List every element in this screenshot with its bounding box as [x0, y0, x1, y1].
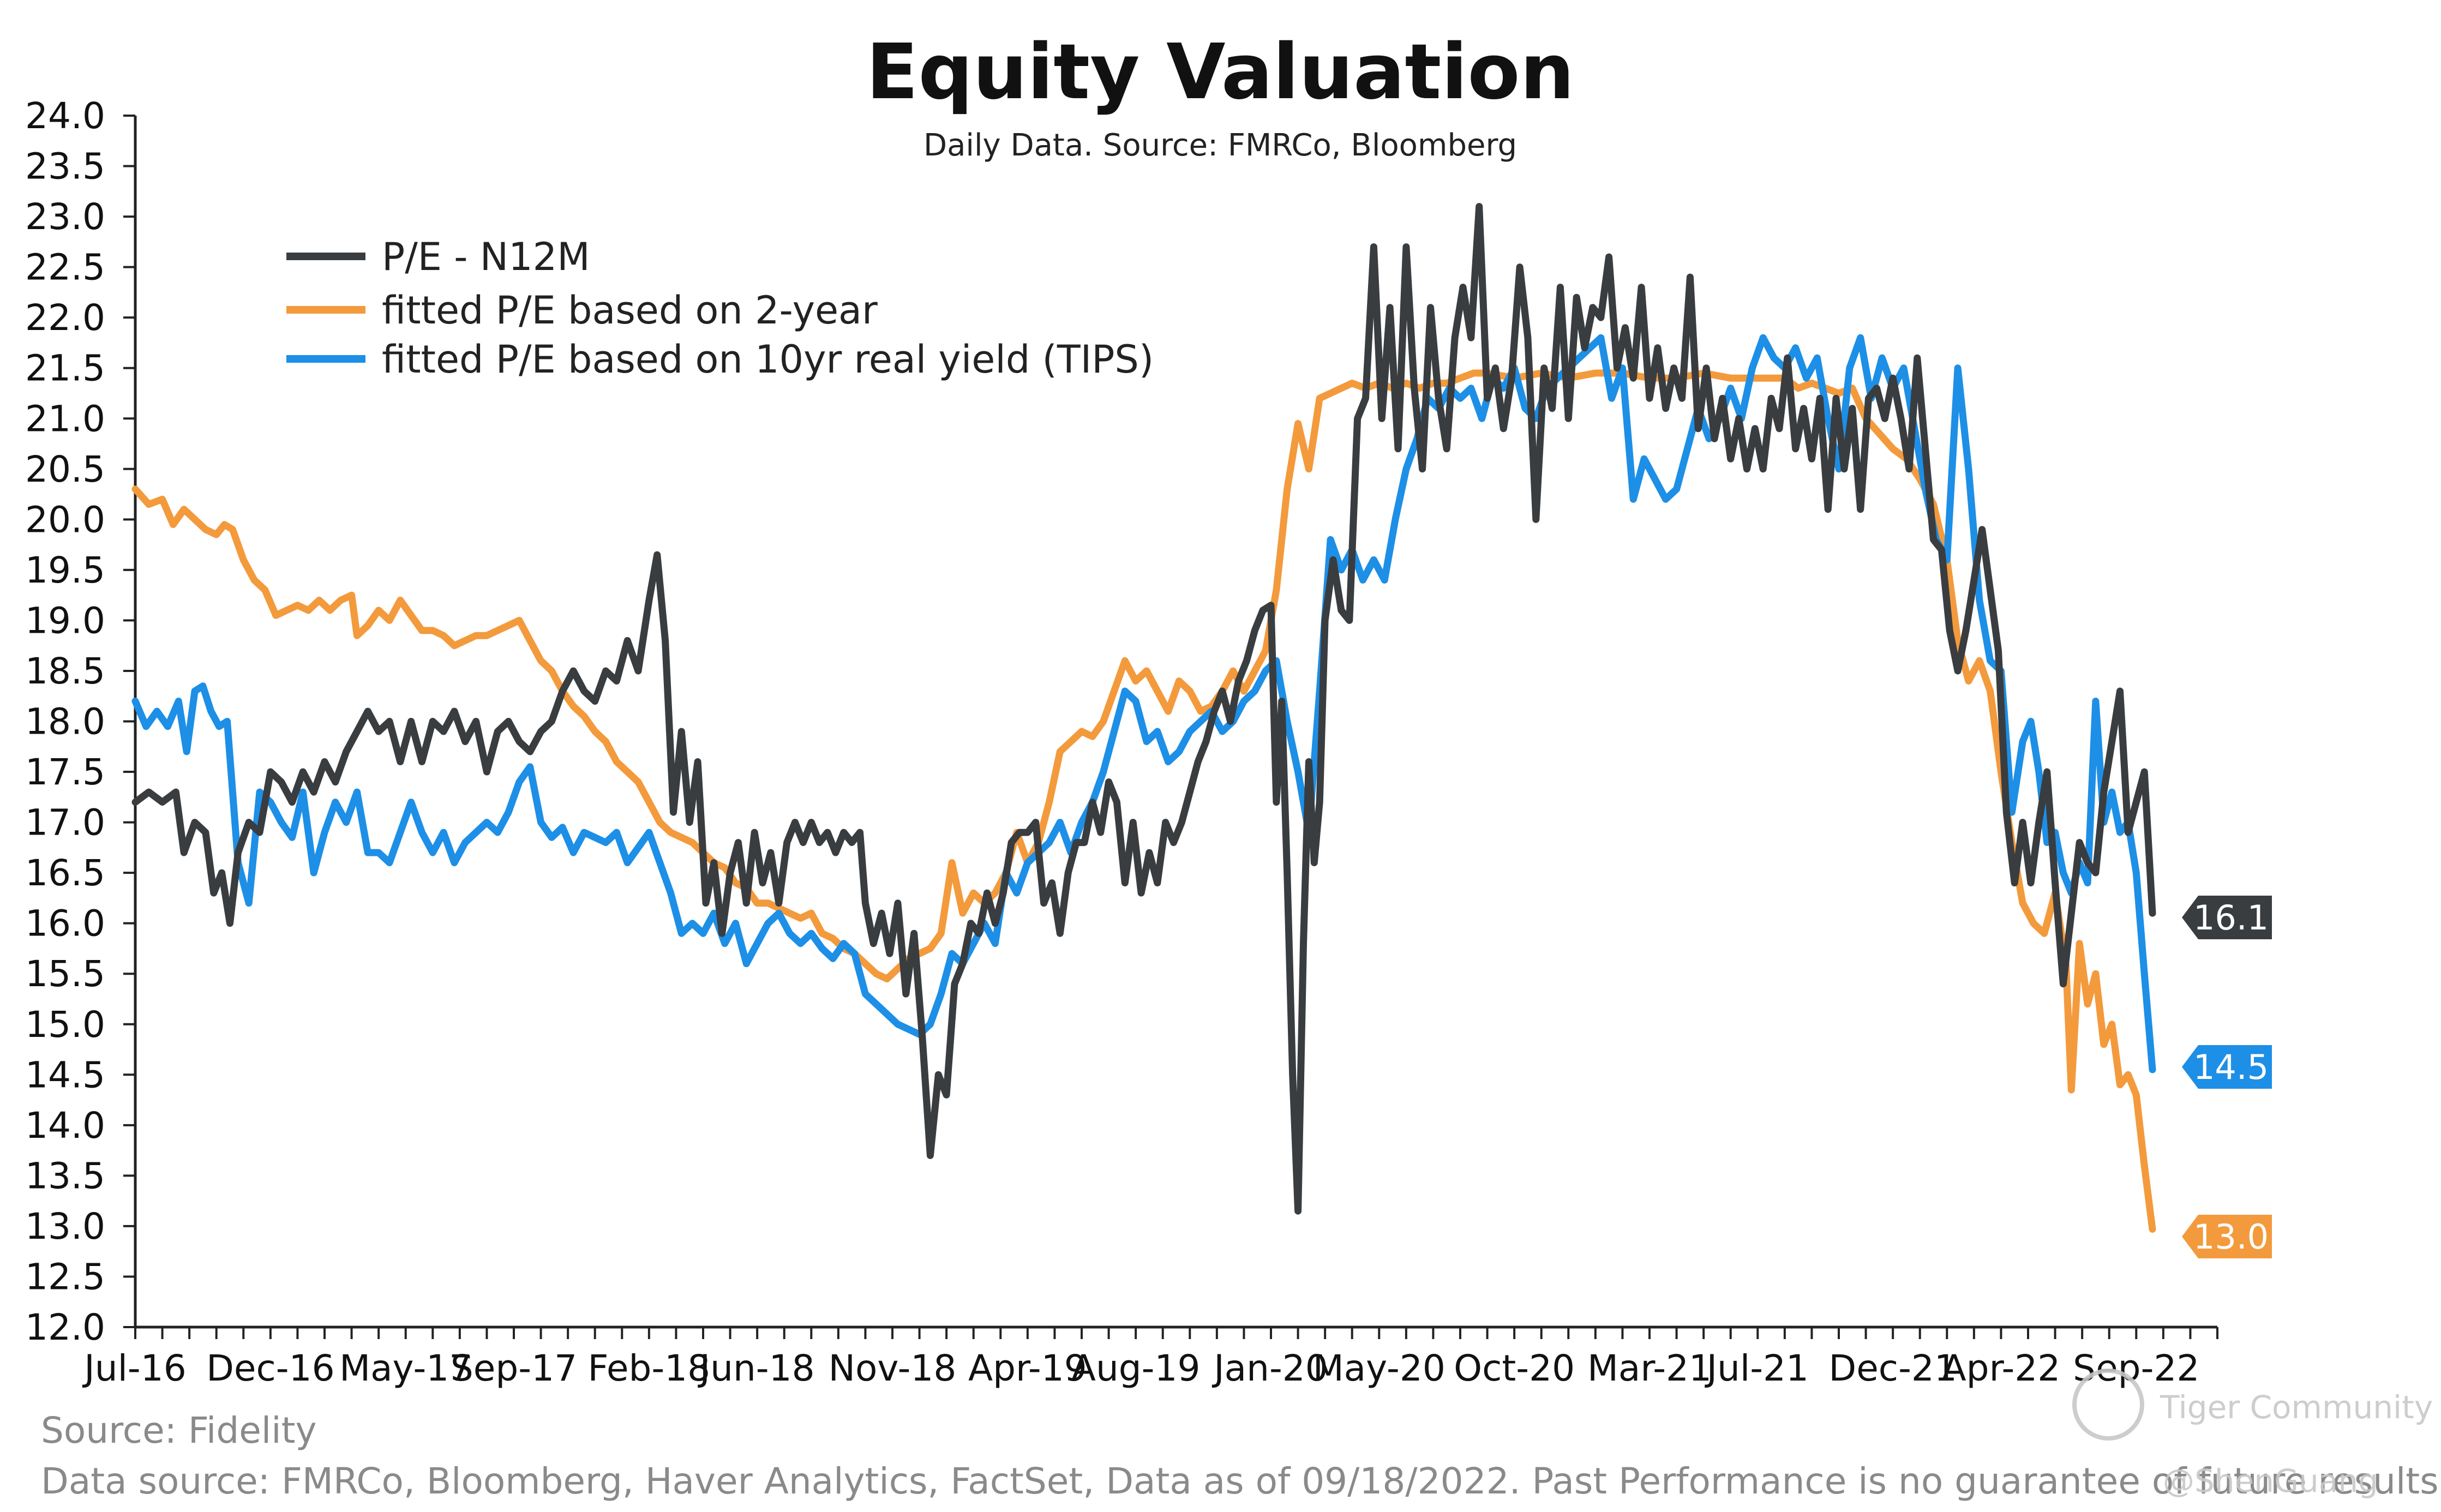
y-tick-label: 21.5 [25, 347, 105, 389]
watermark-handle: @ShenGuang [2163, 1462, 2378, 1499]
x-tick-label: Jun-18 [698, 1347, 815, 1389]
tiger-logo-icon [2072, 1369, 2144, 1441]
y-tick-label: 17.0 [25, 802, 105, 844]
x-tick-label: Feb-18 [588, 1347, 711, 1389]
y-tick-label: 13.5 [25, 1155, 105, 1197]
chart-subtitle: Daily Data. Source: FMRCo, Bloomberg [923, 128, 1517, 163]
watermark-text: Tiger Community [2160, 1389, 2433, 1426]
series-line-fitted-tips [131, 334, 2156, 1073]
y-tick-label: 16.0 [25, 903, 105, 945]
end-label-fitted-2yr: 13.0 [2182, 1215, 2272, 1258]
x-tick-label: Apr-19 [968, 1347, 1087, 1389]
end-label-tag-fitted-tips [2182, 1045, 2272, 1089]
y-tick-label: 14.0 [25, 1105, 105, 1147]
x-tick-label: Oct-20 [1454, 1347, 1575, 1389]
y-tick-label: 15.0 [25, 1004, 105, 1046]
x-tick-label: Mar-21 [1587, 1347, 1712, 1389]
series-line-pe-n12m [131, 203, 2156, 1215]
legend-label-fitted-2yr: fitted P/E based on 2-year [382, 288, 878, 333]
y-tick-label: 15.5 [25, 953, 105, 995]
end-label-text-fitted-2yr: 13.0 [2193, 1217, 2269, 1257]
chart-title: Equity Valuation [866, 28, 1575, 117]
y-tick-label: 20.0 [25, 499, 105, 541]
x-tick-label: Dec-21 [1828, 1347, 1957, 1389]
end-label-text-fitted-tips: 14.5 [2193, 1047, 2269, 1087]
y-tick-label: 22.5 [25, 247, 105, 289]
x-tick-label: May-17 [339, 1347, 472, 1389]
y-tick-label: 12.0 [25, 1306, 105, 1348]
x-tick-label: Nov-18 [829, 1347, 957, 1389]
end-label-tag-fitted-2yr [2182, 1215, 2272, 1258]
x-tick-label: Apr-22 [1942, 1347, 2061, 1389]
x-tick-label: Jul-16 [82, 1347, 186, 1389]
y-tick-label: 19.0 [25, 599, 105, 641]
y-tick-label: 19.5 [25, 549, 105, 591]
series-line-fitted-2yr [131, 369, 2156, 1233]
footer-source: Source: Fidelity [41, 1409, 317, 1451]
end-label-tag-pe-n12m [2182, 896, 2272, 939]
x-tick-label: Jan-20 [1211, 1347, 1328, 1389]
y-tick-label: 12.5 [25, 1256, 105, 1298]
end-label-pe-n12m: 16.1 [2182, 896, 2272, 939]
x-tick-label: May-20 [1313, 1347, 1446, 1389]
y-tick-label: 14.5 [25, 1054, 105, 1096]
y-tick-label: 18.5 [25, 650, 105, 692]
y-tick-label: 23.5 [25, 146, 105, 188]
y-tick-label: 24.0 [25, 95, 105, 137]
end-label-text-pe-n12m: 16.1 [2193, 898, 2269, 938]
watermark: Tiger Community @ShenGuang [2072, 1369, 2433, 1499]
y-tick-label: 17.5 [25, 751, 105, 793]
y-tick-label: 13.0 [25, 1205, 105, 1247]
x-tick-label: Sep-17 [451, 1347, 577, 1389]
end-labels: 16.1 14.5 13.0 [2182, 896, 2272, 1258]
end-label-fitted-tips: 14.5 [2182, 1045, 2272, 1089]
x-tick-label: Jul-21 [1705, 1347, 1809, 1389]
y-tick-label: 20.5 [25, 448, 105, 490]
legend: P/E - N12M fitted P/E based on 2-year fi… [286, 235, 1154, 382]
x-tick-label: Aug-19 [1071, 1347, 1201, 1389]
footer-note: Data source: FMRCo, Bloomberg, Haver Ana… [41, 1460, 2439, 1502]
y-axis: 24.0 23.5 23.0 22.5 22.0 21.5 21.0 20.5 20.0 19.5… [25, 95, 137, 1348]
legend-label-fitted-tips: fitted P/E based on 10yr real yield (TIP… [382, 337, 1154, 382]
y-tick-label: 23.0 [25, 196, 105, 238]
y-tick-label: 22.0 [25, 297, 105, 339]
series-layer [131, 203, 2156, 1233]
y-tick-label: 18.0 [25, 701, 105, 743]
y-tick-label: 21.0 [25, 398, 105, 440]
x-tick-label: Dec-16 [206, 1347, 335, 1389]
y-tick-label: 16.5 [25, 852, 105, 894]
legend-label-pe-n12m: P/E - N12M [382, 235, 590, 279]
